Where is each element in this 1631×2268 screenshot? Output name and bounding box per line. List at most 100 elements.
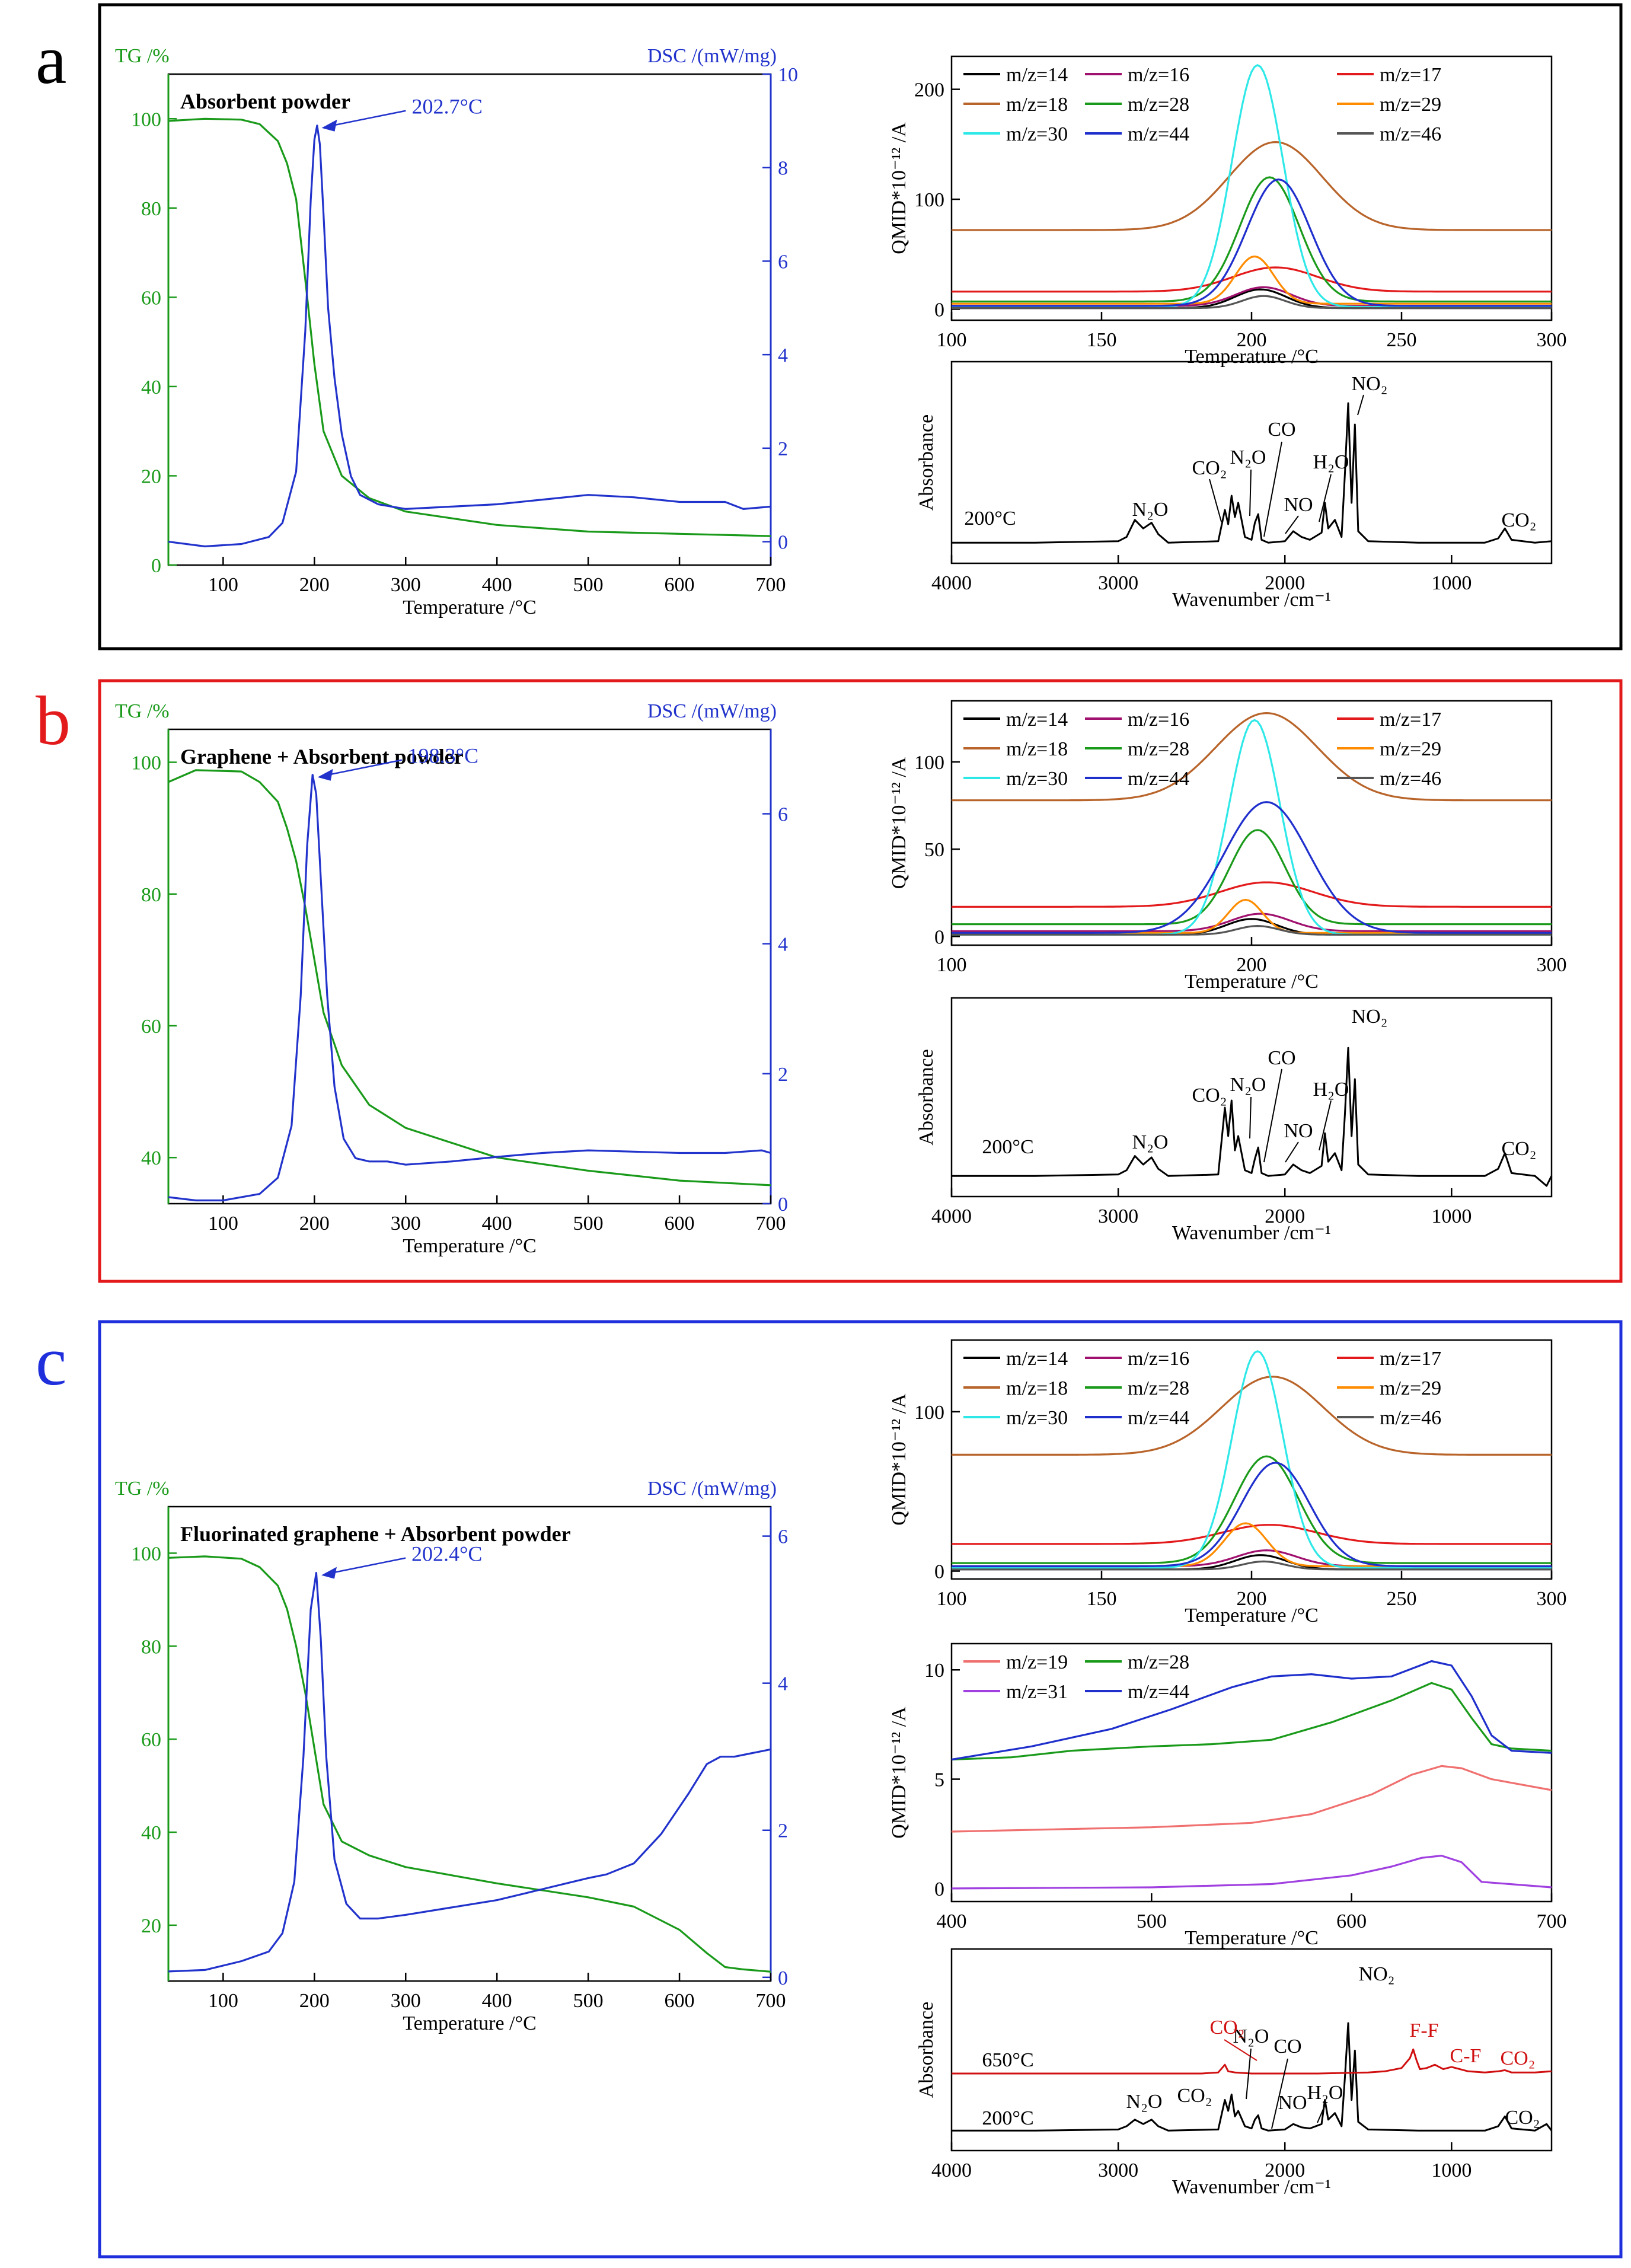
y-left-axis-label: TG /% bbox=[115, 45, 170, 67]
legend-label: m/z=31 bbox=[1006, 1681, 1068, 1703]
y-left-tick-label: 40 bbox=[141, 377, 161, 398]
x-tick-label: 700 bbox=[1537, 1910, 1567, 1932]
legend-label: m/z=29 bbox=[1380, 1377, 1441, 1399]
y-left-tick-label: 60 bbox=[141, 1016, 161, 1038]
x-tick-label: 1000 bbox=[1431, 2159, 1472, 2181]
peak-label: 200°C bbox=[982, 1136, 1033, 1158]
chart-title: Graphene + Absorbent powder bbox=[180, 745, 464, 768]
x-tick-label: 500 bbox=[573, 1213, 604, 1235]
legend-label: m/z=44 bbox=[1128, 1407, 1189, 1429]
peak-label: CO₂ bbox=[1192, 1084, 1227, 1106]
plot-frame bbox=[950, 1948, 1553, 2152]
peak-pointer bbox=[1249, 469, 1252, 516]
y-tick-label: 0 bbox=[934, 299, 944, 321]
panel-letter-a: a bbox=[36, 21, 66, 98]
x-tick-label: 600 bbox=[1336, 1910, 1367, 1932]
peak-label: H₂O bbox=[1313, 1079, 1349, 1100]
peak-pointer bbox=[1246, 2048, 1252, 2100]
tg-dsc-chart-b: 40 60 80 100 0 2 4 6 100 200 300 400 500 600 700 Temper… bbox=[115, 700, 788, 1257]
x-tick-label: 100 bbox=[208, 574, 238, 596]
x-tick-label: 1000 bbox=[1431, 572, 1472, 594]
peak-annotation-arrow bbox=[326, 110, 406, 127]
y-left-tick-label: 100 bbox=[131, 109, 161, 130]
y-right-tick-label: 2 bbox=[778, 438, 788, 460]
y-tick-label: 0 bbox=[934, 1561, 944, 1583]
x-tick-label: 300 bbox=[391, 1990, 421, 2012]
x-axis-label: Wavenumber /cm⁻¹ bbox=[1172, 1222, 1331, 1244]
x-tick-label: 4000 bbox=[931, 572, 972, 594]
legend-label: m/z=30 bbox=[1006, 1407, 1068, 1429]
x-tick-label: 4000 bbox=[931, 2159, 972, 2181]
y-right-tick-label: 0 bbox=[778, 1967, 788, 1989]
x-tick-label: 300 bbox=[391, 1213, 421, 1235]
y-tick-label: 0 bbox=[934, 1878, 944, 1900]
peak-label: NO bbox=[1284, 1120, 1313, 1142]
legend-label: m/z=19 bbox=[1006, 1651, 1068, 1673]
y-left-tick-label: 40 bbox=[141, 1822, 161, 1844]
peak-label: N₂O bbox=[1126, 2091, 1163, 2113]
y-tick-label: 200 bbox=[914, 79, 944, 101]
x-tick-label: 200 bbox=[1237, 329, 1267, 351]
peak-label: N₂O bbox=[1132, 1131, 1169, 1153]
ms-series-m-z-46 bbox=[952, 924, 1552, 936]
peak-pointer bbox=[1263, 1068, 1282, 1163]
x-axis-label: Temperature /°C bbox=[403, 596, 537, 618]
x-tick-label: 2000 bbox=[1265, 2159, 1305, 2181]
ms-series-m-z-30 bbox=[952, 1350, 1552, 1569]
plot-frame bbox=[950, 361, 1553, 564]
legend-label: m/z=44 bbox=[1128, 123, 1189, 145]
y-right-tick-label: 2 bbox=[778, 1820, 788, 1842]
legend-label: m/z=16 bbox=[1128, 1348, 1189, 1370]
ftir-spectrum-200C bbox=[952, 402, 1552, 544]
x-tick-label: 200 bbox=[299, 1213, 330, 1235]
plot-frame bbox=[950, 1642, 1553, 1903]
ms-series-m-z-29 bbox=[952, 898, 1552, 934]
peak-label: NO bbox=[1284, 494, 1313, 516]
legend-label: m/z=16 bbox=[1128, 64, 1189, 86]
peak-label: NO₂ bbox=[1359, 1963, 1395, 1985]
dsc-curve bbox=[168, 125, 771, 548]
panel-frame-b bbox=[98, 679, 1623, 1283]
peak-pointer bbox=[1224, 2039, 1257, 2061]
legend-label: m/z=14 bbox=[1006, 709, 1068, 731]
plot-frame bbox=[167, 728, 772, 1205]
y-axis-label: Absorbance bbox=[915, 1049, 937, 1145]
ms-series-m-z-16 bbox=[952, 913, 1552, 933]
ms-series-m-z-18 bbox=[952, 1376, 1552, 1456]
x-tick-label: 400 bbox=[937, 1910, 967, 1932]
x-axis-label: Temperature /°C bbox=[1185, 1927, 1319, 1949]
y-right-tick-label: 8 bbox=[778, 158, 788, 180]
x-tick-label: 100 bbox=[937, 329, 967, 351]
peak-label: N₂O bbox=[1230, 1074, 1266, 1096]
ftir-spectrum-650C bbox=[952, 2048, 1552, 2075]
peak-pointer bbox=[1249, 1096, 1252, 1139]
x-tick-label: 250 bbox=[1387, 329, 1417, 351]
y-tick-label: 0 bbox=[934, 926, 944, 948]
peak-label: F-F bbox=[1409, 2020, 1438, 2041]
ftir-chart-c: 4000 3000 2000 1000 Wavenumber /cm⁻¹ Absorban… bbox=[915, 1948, 1553, 2198]
x-axis-label: Wavenumber /cm⁻¹ bbox=[1172, 2176, 1331, 2198]
dsc-curve bbox=[168, 1572, 771, 1973]
x-tick-label: 600 bbox=[665, 1990, 695, 2012]
y-right-tick-label: 6 bbox=[778, 803, 788, 825]
panel-frame-c bbox=[98, 1320, 1623, 2259]
y-left-tick-label: 60 bbox=[141, 1729, 161, 1751]
arrow-head bbox=[321, 1567, 337, 1579]
ms-series-m-z-29 bbox=[952, 255, 1552, 305]
ftir-spectrum-200C bbox=[952, 2022, 1553, 2132]
ms-series-m-z-19 bbox=[951, 1765, 1552, 1833]
legend-label: m/z=17 bbox=[1380, 1348, 1441, 1370]
x-tick-label: 3000 bbox=[1098, 2159, 1138, 2181]
x-tick-label: 500 bbox=[573, 1990, 604, 2012]
peak-label: 200°C bbox=[982, 2107, 1033, 2129]
ms-series-m-z-28 bbox=[951, 1682, 1552, 1760]
y-axis-label: QMID*10⁻¹² /A bbox=[888, 122, 910, 254]
ms-series-m-z-44 bbox=[951, 1660, 1552, 1760]
x-tick-label: 500 bbox=[573, 574, 604, 596]
legend-label: m/z=44 bbox=[1128, 768, 1189, 790]
panel-letter-b: b bbox=[36, 682, 71, 760]
y-tick-label: 100 bbox=[914, 189, 944, 211]
plot-frame bbox=[950, 997, 1553, 1198]
peak-annotation-label: 198.3°C bbox=[408, 744, 478, 768]
